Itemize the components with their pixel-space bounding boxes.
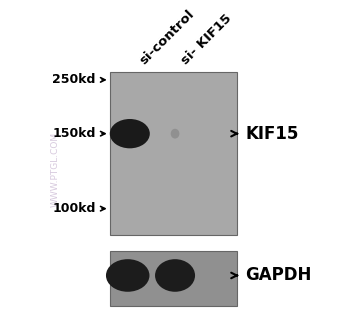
Ellipse shape [106, 259, 150, 292]
Text: si-control: si-control [137, 7, 197, 67]
Text: 250kd: 250kd [52, 73, 96, 86]
Text: 100kd: 100kd [52, 202, 96, 215]
Text: GAPDH: GAPDH [245, 266, 312, 285]
Text: si- KIF15: si- KIF15 [179, 11, 235, 67]
Ellipse shape [155, 259, 195, 292]
Text: WWW.PTGL.COM: WWW.PTGL.COM [51, 132, 60, 207]
Ellipse shape [171, 129, 180, 139]
Ellipse shape [110, 119, 150, 148]
Bar [110, 72, 237, 235]
Text: 150kd: 150kd [52, 127, 96, 140]
Text: KIF15: KIF15 [245, 125, 299, 143]
Bar [110, 251, 237, 306]
